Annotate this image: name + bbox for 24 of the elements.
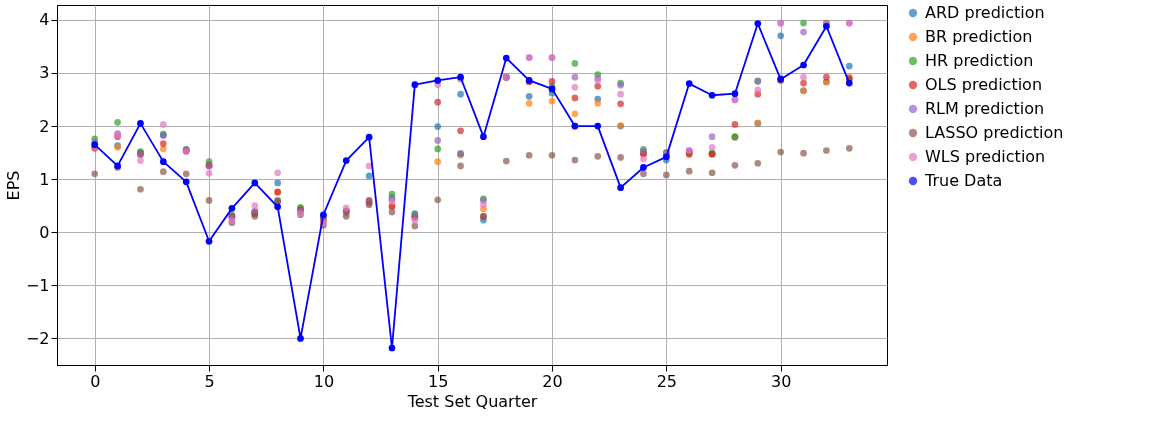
- legend-label: HR prediction: [925, 51, 1034, 70]
- legend-label: OLS prediction: [925, 75, 1043, 94]
- y-tick-label: 1: [39, 169, 50, 189]
- legend-label: LASSO prediction: [925, 123, 1064, 142]
- y-tick-label: −1: [25, 275, 50, 295]
- x-tick-label: 25: [656, 371, 678, 391]
- legend-label: True Data: [924, 171, 1003, 190]
- x-tick-label: 10: [313, 371, 335, 391]
- x-axis-title: Test Set Quarter: [406, 391, 538, 411]
- legend-label: BR prediction: [925, 27, 1033, 46]
- x-tick-label: 0: [90, 371, 101, 391]
- y-tick-label: −2: [25, 328, 50, 348]
- x-tick-label: 30: [771, 371, 792, 391]
- legend-label: WLS prediction: [925, 147, 1046, 166]
- x-tick-label: 5: [204, 371, 215, 391]
- y-tick-label: 3: [39, 63, 50, 83]
- legend-label: RLM prediction: [925, 99, 1045, 118]
- y-tick-label: 2: [39, 116, 50, 136]
- legend-label: ARD prediction: [925, 3, 1045, 22]
- x-tick-label: 20: [542, 371, 563, 391]
- x-tick-label: 15: [428, 371, 449, 391]
- y-tick-label: 4: [39, 10, 50, 30]
- y-tick-label: 0: [39, 222, 50, 242]
- y-axis-title: EPS: [3, 170, 23, 201]
